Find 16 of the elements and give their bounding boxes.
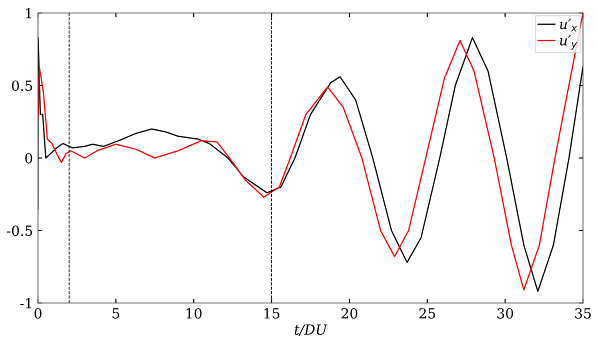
x-tick-label: 5 xyxy=(112,308,120,319)
x-tick-label: 20 xyxy=(342,308,358,319)
legend-label: u′$_{x}$ xyxy=(560,18,578,32)
x-tick-label: 35 xyxy=(575,308,591,319)
x-tick-label: 25 xyxy=(419,308,436,319)
y-tick-label: -0.5 xyxy=(6,225,32,236)
y-tick-label: 0 xyxy=(25,152,32,164)
y-tick-label: -1 xyxy=(20,298,32,308)
x-tick-label: 30 xyxy=(497,308,514,319)
x-tick-label: 10 xyxy=(186,308,202,319)
y-tick-label: 0.5 xyxy=(12,80,32,91)
x-tick-label: 0 xyxy=(34,308,42,319)
legend-label: u′$_{y}$ xyxy=(560,35,578,50)
x-tick-label: 15 xyxy=(264,308,280,319)
y-tick-label: 1 xyxy=(26,8,32,18)
x-axis-title: t/DU xyxy=(294,324,328,336)
